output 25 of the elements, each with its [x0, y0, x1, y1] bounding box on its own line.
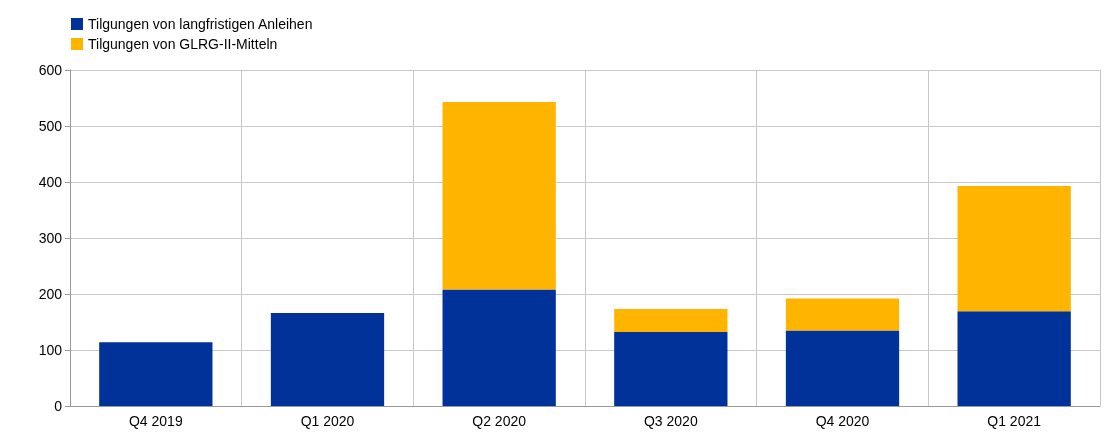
- bar: [442, 101, 556, 290]
- bar: [614, 332, 728, 406]
- x-tick-label: Q4 2019: [128, 413, 183, 429]
- x-tick-label: Q3 2020: [643, 413, 698, 429]
- bar: [99, 342, 213, 406]
- bar: [614, 309, 728, 333]
- legend-label: Tilgungen von GLRG-II-Mitteln: [88, 36, 278, 52]
- x-tick-label: Q1 2020: [300, 413, 355, 429]
- bar: [957, 311, 1071, 406]
- y-tick-label: 200: [38, 286, 63, 302]
- y-tick-label: 500: [38, 118, 63, 134]
- bar: [957, 185, 1071, 312]
- bar: [270, 313, 385, 406]
- y-tick-label: 600: [38, 62, 63, 78]
- bar: [785, 298, 900, 331]
- y-tick-label: 100: [38, 342, 63, 358]
- legend-label: Tilgungen von langfristigen Anleihen: [88, 16, 313, 32]
- y-tick-label: 0: [54, 398, 63, 414]
- y-tick-label: 300: [38, 230, 63, 246]
- bar: [785, 330, 900, 406]
- x-tick-label: Q2 2020: [472, 413, 527, 429]
- y-tick-label: 400: [38, 174, 63, 190]
- x-tick-label: Q1 2021: [987, 413, 1042, 429]
- bar: [442, 289, 556, 406]
- x-tick-label: Q4 2020: [815, 413, 870, 429]
